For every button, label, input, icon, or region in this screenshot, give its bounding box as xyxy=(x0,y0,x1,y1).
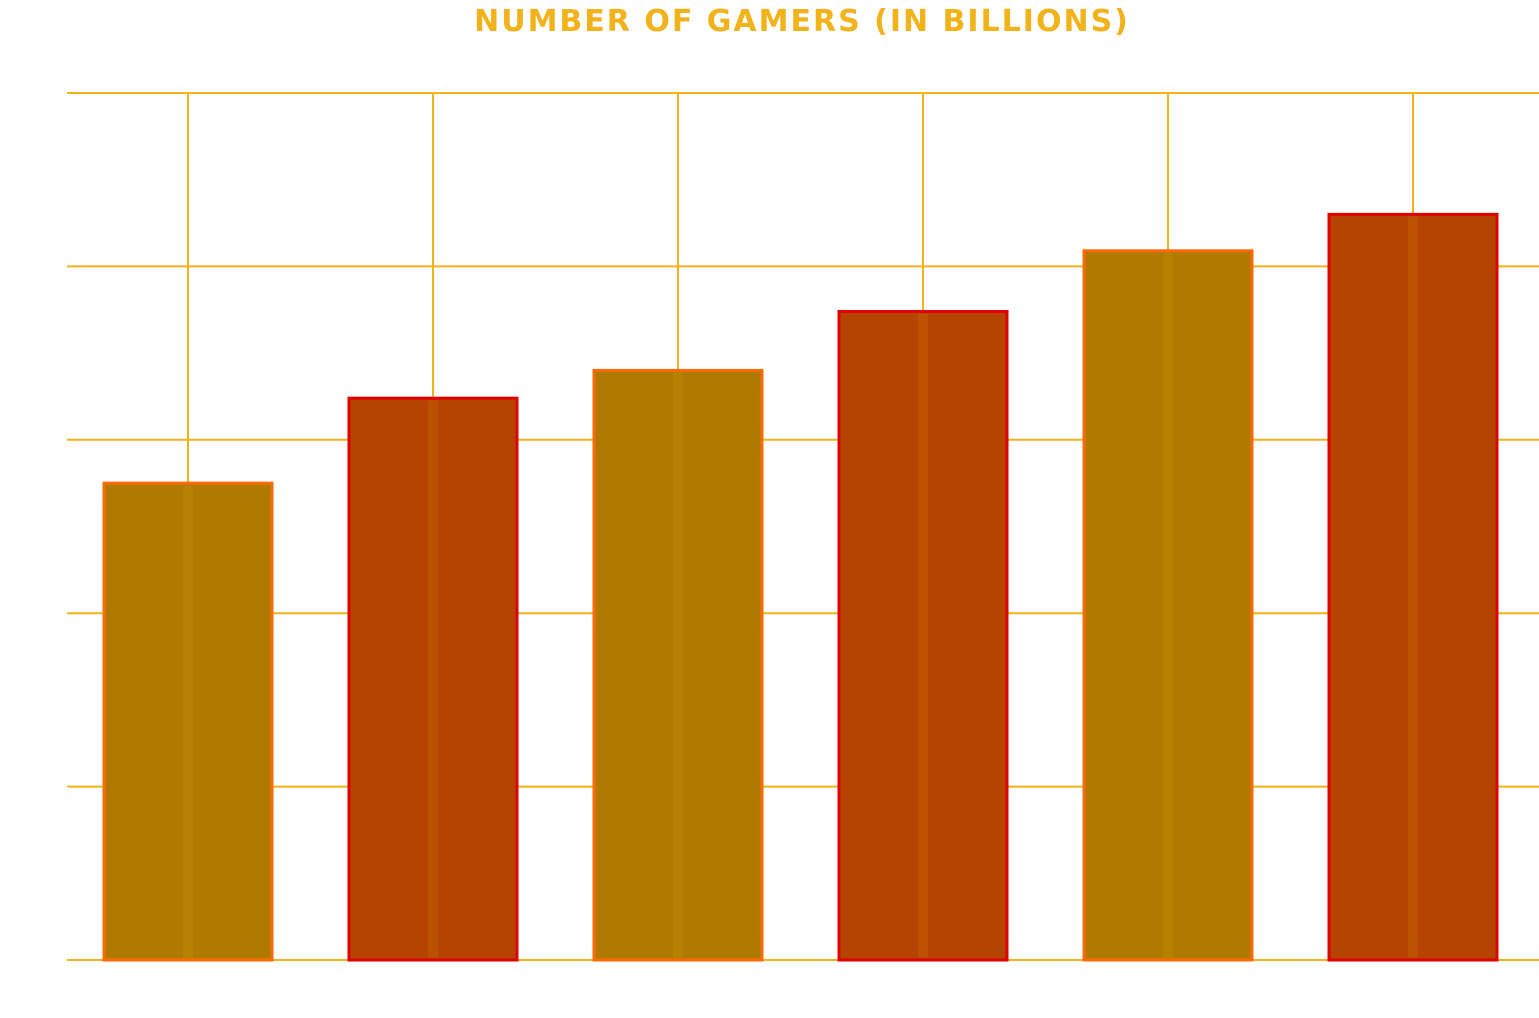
chart-title: NUMBER OF GAMERS (IN BILLIONS) xyxy=(474,4,1130,39)
grid xyxy=(67,92,1539,961)
bar xyxy=(102,481,274,962)
bar xyxy=(1082,249,1254,962)
bar xyxy=(1327,212,1499,962)
bar xyxy=(837,309,1009,962)
bar xyxy=(592,368,764,962)
bar xyxy=(347,396,519,962)
bars xyxy=(102,212,1499,962)
